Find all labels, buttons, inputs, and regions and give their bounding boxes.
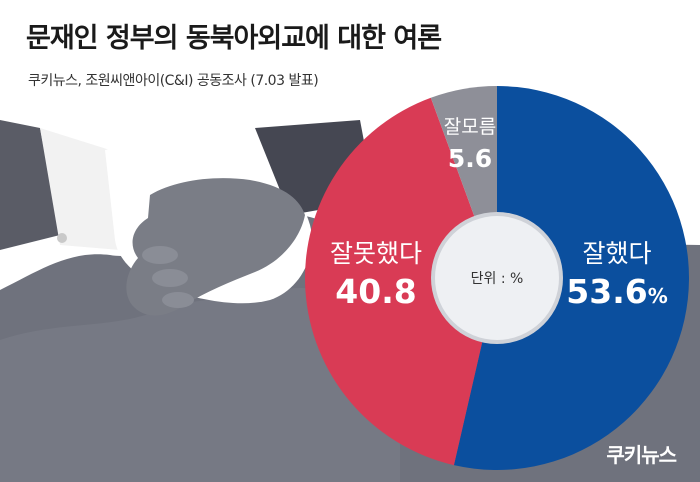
slice-label-good: 잘했다	[582, 239, 651, 268]
slice-label-bad: 잘못했다	[330, 239, 422, 268]
page-title: 문재인 정부의 동북아외교에 대한 여론	[26, 23, 442, 54]
donut-slice-bad	[304, 97, 497, 466]
brand-logo: 쿠키뉴스	[606, 443, 677, 467]
slice-value-unknown: 5.6	[448, 144, 492, 173]
knuckle-3	[162, 292, 194, 308]
knuckle-1	[142, 246, 178, 264]
slice-value-bad: 40.8	[335, 272, 416, 311]
donut-slices	[304, 86, 689, 470]
center-hole	[435, 216, 559, 340]
slice-value-good-unit: %	[648, 284, 668, 308]
source-subtitle: 쿠키뉴스, 조원씨앤아이(C&I) 공동조사 (7.03 발표)	[28, 73, 319, 89]
shirt-cuff	[40, 128, 120, 250]
slice-value-good: 53.6%	[566, 272, 667, 311]
cuff-button	[57, 233, 67, 243]
left-sleeve	[0, 120, 60, 250]
slice-label-unknown: 잘모름	[444, 116, 496, 138]
map-detail	[0, 288, 400, 482]
donut-slice-good	[453, 86, 689, 470]
center-label: 단위 : %	[471, 271, 524, 287]
knuckle-2	[152, 269, 188, 287]
slice-value-good-number: 53.6	[566, 272, 647, 311]
